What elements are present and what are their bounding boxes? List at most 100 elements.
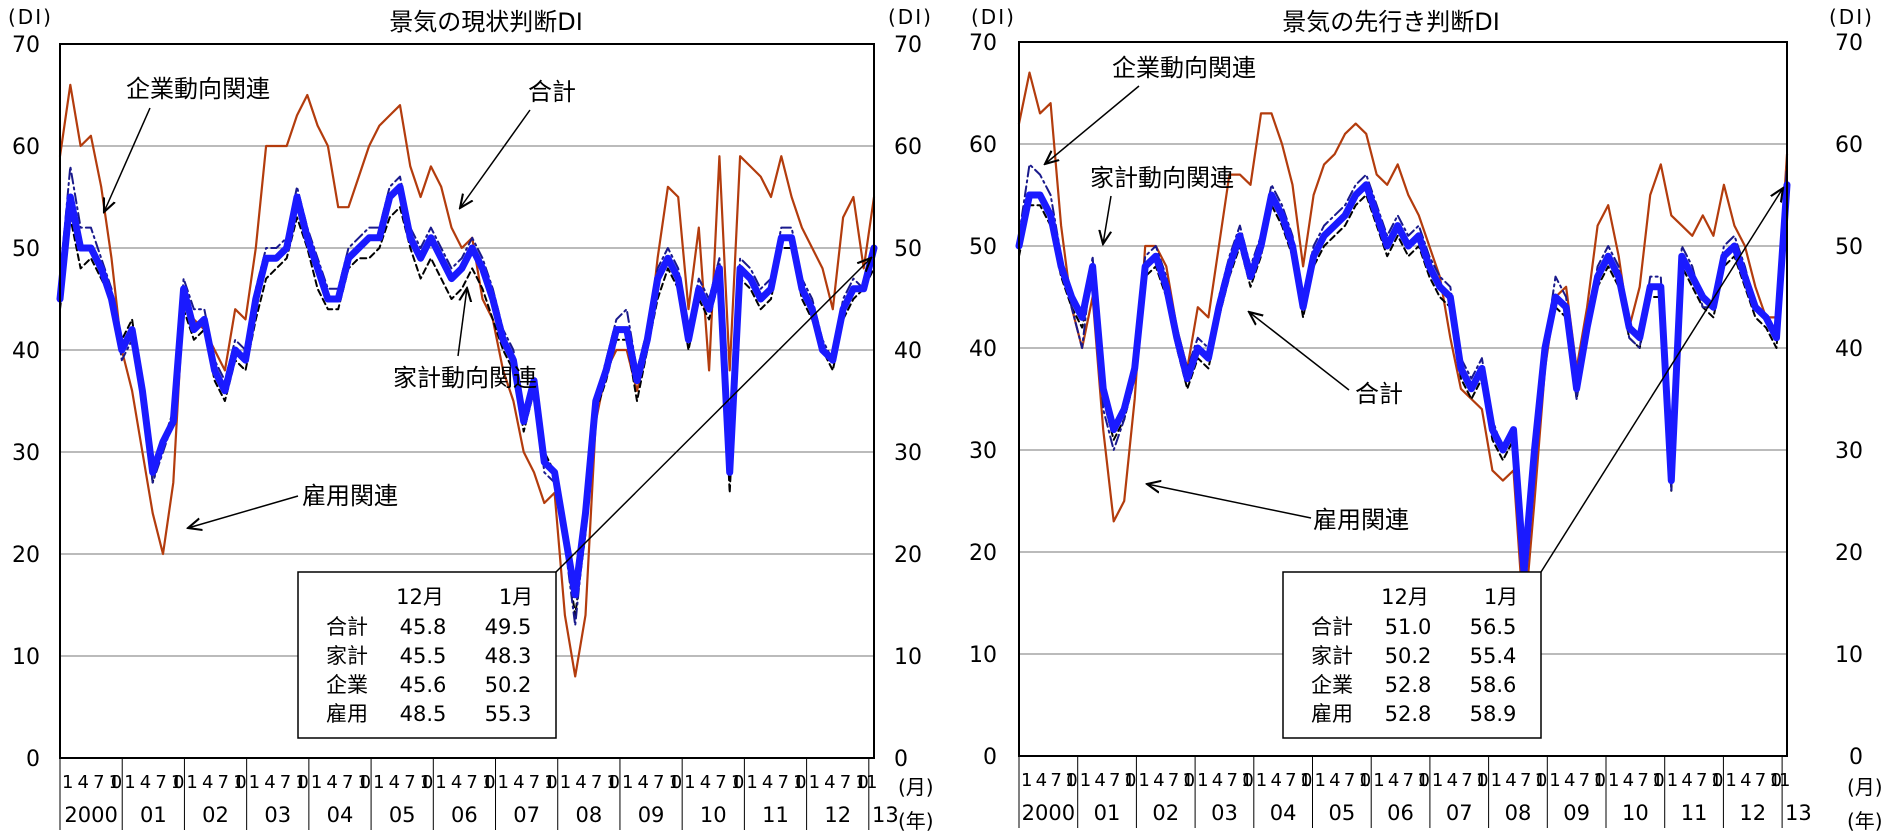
- table-header: 1月: [499, 585, 533, 609]
- y-tick-label: 40: [894, 339, 922, 364]
- x-month-label: 1: [1608, 770, 1619, 791]
- x-month-label: 1: [1197, 770, 1208, 791]
- table-cell: 55.3: [485, 702, 532, 726]
- y-tick-label: 30: [894, 441, 922, 466]
- chart-title: 景気の先行き判断DI: [1282, 8, 1500, 36]
- y-axis-left: 0 10 20 30 40 50 60 70: [12, 33, 40, 772]
- x-month-label: 1: [124, 772, 135, 793]
- x-month-label: 7: [404, 772, 415, 793]
- x-month-label: 7: [1344, 770, 1355, 791]
- x-month-label: 1: [1315, 770, 1326, 791]
- x-month-label: 1: [1725, 770, 1736, 791]
- y-axis-left: 0 10 20 30 40 50 60 70: [969, 31, 997, 770]
- x-month-label: 4: [1153, 770, 1164, 791]
- x-month-label: 7: [1520, 770, 1531, 791]
- x-month-label: 4: [1036, 770, 1047, 791]
- x-month-label: 7: [529, 772, 540, 793]
- table-row-label: 企業: [1311, 673, 1353, 697]
- x-year-label: 12: [1739, 801, 1766, 825]
- x-month-label: 1: [684, 772, 695, 793]
- x-month-label: 10: [109, 772, 123, 793]
- x-month-label: 1: [1138, 770, 1149, 791]
- x-year-label: 07: [1446, 801, 1473, 825]
- table-cell: 52.8: [1385, 702, 1432, 726]
- table-header: 1月: [1484, 585, 1518, 609]
- annotation-household: 家計動向関連: [1090, 164, 1234, 192]
- x-month-label: 4: [1564, 770, 1575, 791]
- x-month-label: 4: [1094, 770, 1105, 791]
- x-month-label: 1: [1373, 770, 1384, 791]
- x-month-label: 7: [1226, 770, 1237, 791]
- x-month-label: 7: [1109, 770, 1120, 791]
- table-cell: 45.5: [400, 644, 447, 668]
- x-month-label: 10: [1359, 770, 1372, 791]
- x-unit-year: (年): [898, 809, 934, 833]
- x-month-label: 7: [155, 772, 166, 793]
- table-cell: 58.6: [1470, 673, 1517, 697]
- y-tick-label: 30: [969, 439, 997, 464]
- annotations: 企業動向関連 家計動向関連 合計 雇用関連: [1045, 54, 1783, 573]
- x-month-label: 4: [1212, 770, 1223, 791]
- table-cell: 48.5: [400, 702, 447, 726]
- y-tick-label: 10: [969, 643, 997, 668]
- table-row-label: 家計: [326, 644, 368, 668]
- x-year-label: 04: [1270, 801, 1297, 825]
- x-month-label: 4: [700, 772, 711, 793]
- y-tick-label: 40: [969, 337, 997, 362]
- value-table: 12月 1月 合計 51.0 56.5 家計 50.2 55.4 企業 52.8…: [1282, 571, 1542, 739]
- x-month-label: 7: [342, 772, 353, 793]
- y-unit-right: (DI): [888, 5, 933, 29]
- x-month-label: 10: [1769, 770, 1782, 791]
- x-year-label: 11: [1681, 801, 1708, 825]
- annotation-employment: 雇用関連: [1313, 506, 1409, 534]
- x-month-label: 10: [171, 772, 185, 793]
- plot-frame: [59, 43, 875, 759]
- y-tick-label: 60: [1835, 133, 1863, 158]
- x-month-label: 4: [140, 772, 151, 793]
- x-month-label: 7: [1403, 770, 1414, 791]
- table-cell: 45.6: [400, 673, 447, 697]
- x-month-label: 1: [186, 772, 197, 793]
- y-tick-label: 70: [1835, 31, 1863, 56]
- y-tick-label: 30: [1835, 439, 1863, 464]
- x-month-label: 4: [1329, 770, 1340, 791]
- x-month-label: 7: [1050, 770, 1061, 791]
- y-tick-label: 50: [894, 237, 922, 262]
- series-line-household: [59, 206, 875, 617]
- x-month-label: 7: [1168, 770, 1179, 791]
- x-month-label: 1: [1549, 770, 1560, 791]
- y-tick-label: 20: [894, 543, 922, 568]
- y-axis-right: 0 10 20 30 40 50 60 70: [894, 33, 922, 772]
- x-month-label: 4: [264, 772, 275, 793]
- x-month-label: 1: [1432, 770, 1443, 791]
- annotation-arrow: [1540, 188, 1783, 573]
- table-cell: 50.2: [485, 673, 532, 697]
- series-line-employment: [58, 83, 876, 678]
- y-tick-label: 40: [1835, 337, 1863, 362]
- x-year-label: 03: [1211, 801, 1238, 825]
- x-month-label: 10: [420, 772, 434, 793]
- x-month-label: 10: [793, 772, 807, 793]
- y-unit-left: (DI): [8, 5, 53, 29]
- x-month-label: 10: [233, 772, 247, 793]
- x-month-label: 7: [1696, 770, 1707, 791]
- y-tick-label: 20: [1835, 541, 1863, 566]
- x-month-label: 1: [1080, 770, 1091, 791]
- x-month-label: 4: [78, 772, 89, 793]
- y-tick-label: 10: [1835, 643, 1863, 668]
- x-month-label: 7: [1285, 770, 1296, 791]
- x-month-label: 4: [1270, 770, 1281, 791]
- x-month-label: 4: [824, 772, 835, 793]
- x-month-label: 7: [466, 772, 477, 793]
- y-tick-label: 0: [983, 745, 997, 770]
- x-month-label: 1: [1779, 770, 1790, 791]
- x-month-label: 10: [1124, 770, 1137, 791]
- x-year-label: 07: [513, 803, 540, 827]
- x-month-label: 1: [435, 772, 446, 793]
- y-tick-label: 50: [1835, 235, 1863, 260]
- x-month-label: 10: [1065, 770, 1078, 791]
- x-month-label: 7: [1755, 770, 1766, 791]
- annotation-arrow: [555, 258, 871, 573]
- x-month-label: 7: [715, 772, 726, 793]
- x-month-label: 4: [575, 772, 586, 793]
